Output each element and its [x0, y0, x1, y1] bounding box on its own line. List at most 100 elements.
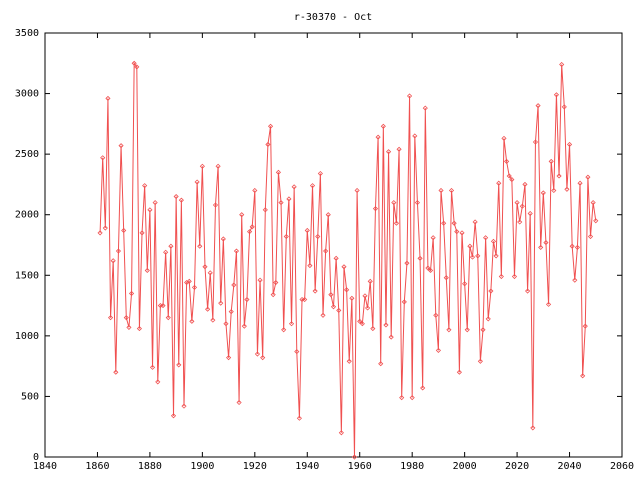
data-point [496, 180, 502, 186]
data-point [163, 249, 169, 255]
data-point [386, 149, 392, 155]
data-point [359, 321, 365, 327]
data-point [362, 293, 368, 299]
x-tick-label: 1880 [138, 461, 162, 472]
data-point [574, 244, 580, 250]
data-point [338, 430, 344, 436]
x-tick-label: 2000 [453, 461, 477, 472]
data-point [543, 240, 549, 246]
data-point [438, 187, 444, 194]
data-point [556, 173, 562, 179]
data-point [467, 243, 473, 249]
x-tick-label: 2020 [505, 461, 529, 472]
data-point [291, 184, 297, 190]
data-point [302, 296, 308, 303]
data-point [273, 279, 279, 286]
data-point [370, 326, 376, 332]
x-tick-label: 1920 [243, 461, 267, 472]
data-point [210, 317, 216, 323]
data-point [344, 287, 350, 293]
data-point [469, 254, 476, 260]
data-point [446, 327, 452, 333]
data-point [336, 307, 342, 313]
data-point [559, 61, 565, 68]
data-point [267, 123, 274, 129]
data-point [401, 299, 407, 305]
data-point [260, 355, 266, 361]
data-point [333, 255, 339, 261]
data-point [540, 190, 546, 196]
data-point [375, 134, 381, 140]
data-point [244, 296, 250, 303]
data-point [115, 248, 122, 254]
data-point [155, 379, 161, 385]
y-tick-label: 3500 [15, 28, 39, 39]
data-point [128, 290, 135, 297]
data-point [490, 238, 497, 244]
data-point [134, 64, 140, 70]
data-point [553, 92, 559, 98]
x-tick-label: 2060 [610, 461, 634, 472]
data-point [485, 316, 491, 322]
data-point [393, 220, 400, 226]
data-point [236, 399, 242, 406]
data-point [412, 133, 418, 139]
data-point [309, 183, 316, 189]
data-point [144, 267, 150, 274]
data-point [189, 318, 195, 324]
data-point [330, 304, 337, 310]
data-point [566, 141, 573, 148]
data-point [448, 187, 455, 194]
data-point [435, 347, 441, 353]
data-point [265, 141, 271, 148]
data-point [160, 303, 166, 309]
data-point [383, 322, 389, 328]
data-point [181, 403, 187, 409]
data-point [399, 395, 405, 401]
data-point [511, 273, 518, 280]
data-point [480, 327, 486, 333]
data-point [139, 230, 145, 236]
data-point [123, 315, 129, 321]
data-point [168, 243, 174, 249]
data-point [97, 230, 103, 236]
data-point [451, 220, 457, 226]
data-point [296, 415, 302, 421]
data-point [530, 425, 536, 431]
data-point [406, 93, 413, 99]
data-point [454, 229, 460, 235]
data-point [585, 174, 591, 180]
data-point [275, 169, 281, 175]
y-tick-label: 0 [33, 452, 39, 463]
data-point [323, 248, 329, 254]
data-point [551, 187, 557, 194]
data-point [226, 355, 232, 361]
data-point [247, 229, 253, 235]
x-tick-label: 1860 [85, 461, 109, 472]
data-point [590, 200, 596, 206]
data-point [220, 236, 226, 242]
data-point [522, 181, 528, 187]
data-point [294, 349, 300, 355]
data-point [357, 318, 363, 324]
plot-border [44, 32, 623, 458]
data-point [176, 362, 182, 368]
data-point [477, 358, 483, 364]
data-point [102, 225, 108, 231]
x-tick-label: 1940 [295, 461, 319, 472]
data-point [142, 183, 148, 189]
data-point [173, 193, 179, 200]
data-point [535, 103, 541, 109]
x-tick-label: 1960 [348, 461, 372, 472]
y-tick-label: 3000 [15, 89, 39, 100]
data-point [304, 227, 310, 234]
data-point [286, 196, 292, 202]
data-point [270, 292, 276, 298]
data-point [472, 219, 478, 225]
data-point [288, 321, 295, 327]
data-point [354, 187, 360, 194]
data-point [545, 301, 552, 307]
data-point [422, 105, 428, 111]
data-point [252, 187, 258, 194]
